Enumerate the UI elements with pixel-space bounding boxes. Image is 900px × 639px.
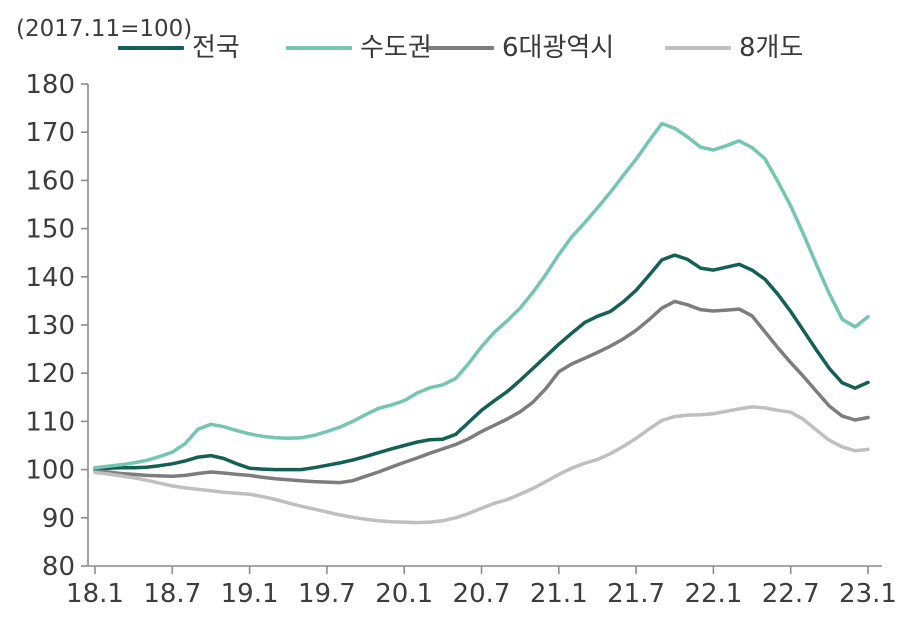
legend-label-seoul-metro-area: 수도권 (360, 33, 432, 63)
y-tick-label: 100 (25, 456, 75, 486)
series-line-eight-provinces (93, 405, 870, 525)
legend-swatch-seoul-metro-area (286, 46, 352, 50)
x-tick-label: 21.1 (530, 579, 588, 609)
legend-swatch-eight-provinces (665, 46, 731, 50)
x-tick-label: 20.1 (375, 579, 433, 609)
legend-label-national: 전국 (192, 33, 240, 63)
y-tick-label: 140 (25, 263, 75, 293)
x-tick-label: 22.7 (762, 579, 820, 609)
chart-legend: 전국 수도권 6대광역시 8개도 (0, 33, 900, 63)
y-tick-label: 170 (25, 118, 75, 148)
legend-item-eight-provinces: 8개도 (665, 33, 803, 63)
y-tick-label: 160 (25, 166, 75, 196)
legend-item-national: 전국 (118, 33, 240, 63)
x-tick-label: 20.7 (453, 579, 511, 609)
y-tick-label: 130 (25, 311, 75, 341)
x-tick-label: 18.1 (66, 579, 124, 609)
legend-swatch-national (118, 46, 184, 50)
x-tick-label: 18.7 (143, 579, 201, 609)
y-tick-label: 120 (25, 359, 75, 389)
series-line-national (93, 253, 870, 472)
y-tick-label: 150 (25, 215, 75, 245)
series-line-six-metro-cities (93, 299, 870, 485)
x-tick-label: 21.7 (607, 579, 665, 609)
legend-item-seoul-metro-area: 수도권 (286, 33, 432, 63)
y-tick-label: 180 (25, 70, 75, 100)
x-tick-label: 19.7 (298, 579, 356, 609)
index-base-note: (2017.11=100) (16, 16, 193, 42)
y-tick-label: 90 (42, 504, 75, 534)
y-tick-label: 110 (25, 407, 75, 437)
x-tick-label: 23.1 (839, 579, 897, 609)
legend-label-eight-provinces: 8개도 (739, 33, 804, 63)
x-tick-label: 19.1 (221, 579, 279, 609)
legend-swatch-six-metro-cities (428, 46, 494, 50)
legend-item-six-metro-cities: 6대광역시 (428, 33, 614, 63)
series-line-seoul-metro-area (93, 121, 870, 470)
y-tick-label: 80 (42, 552, 75, 582)
x-tick-label: 22.1 (684, 579, 742, 609)
legend-label-six-metro-cities: 6대광역시 (502, 33, 615, 63)
